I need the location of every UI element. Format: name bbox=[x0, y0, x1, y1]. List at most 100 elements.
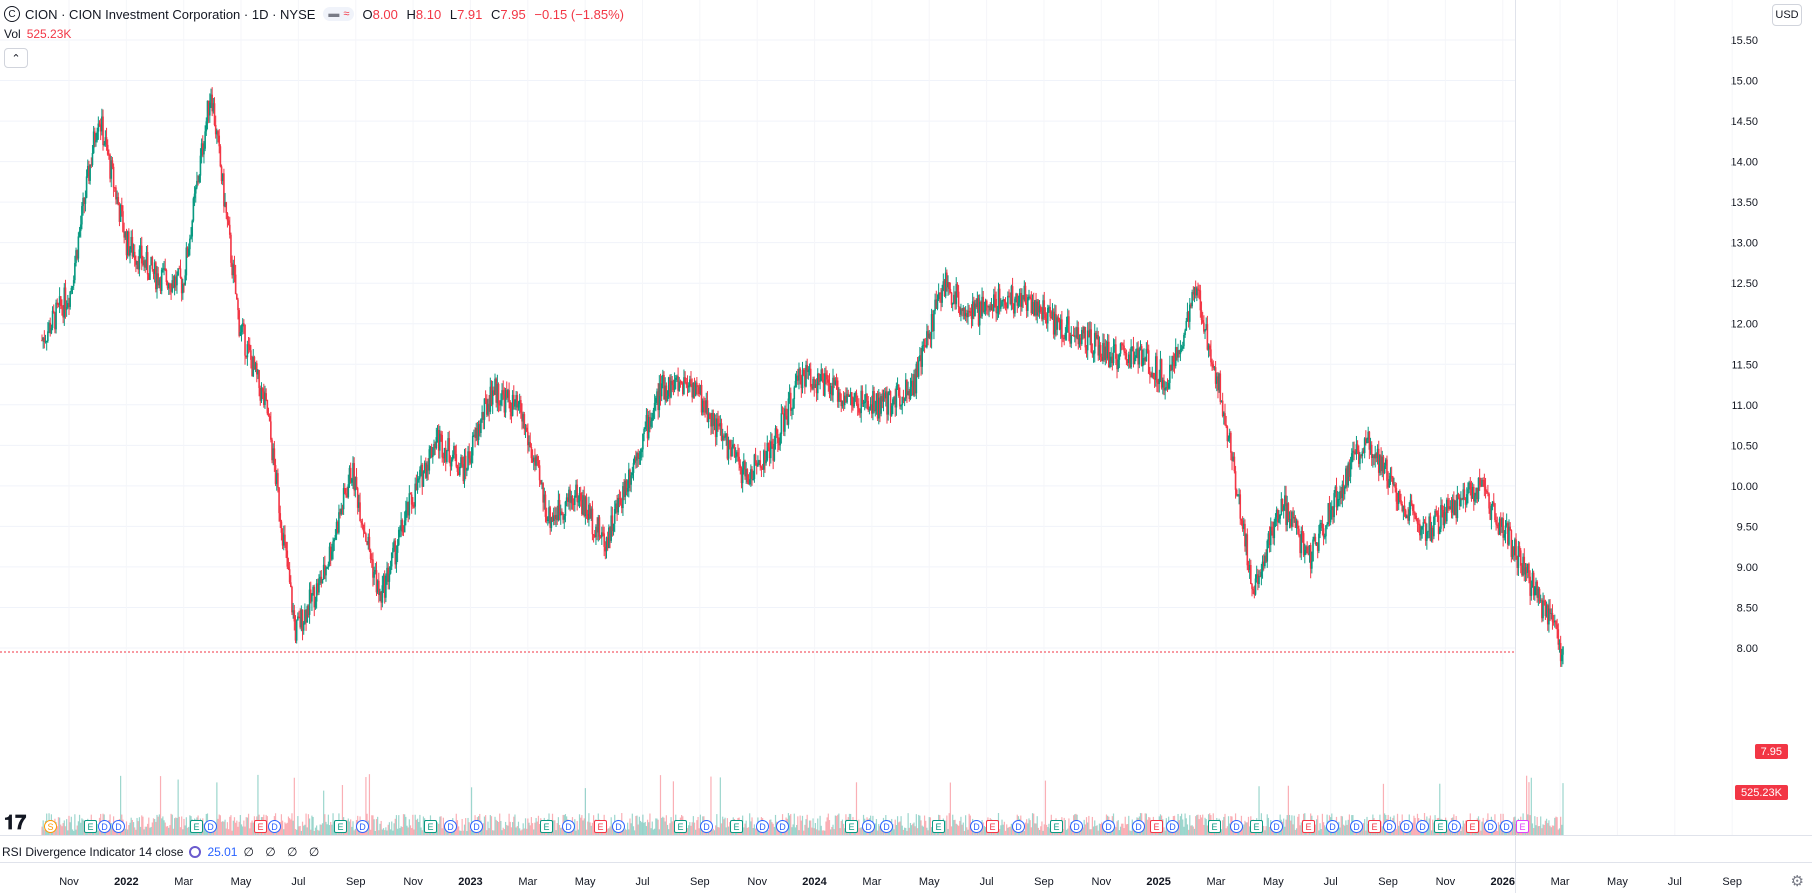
candle-body bbox=[1091, 352, 1094, 354]
dividend-event-icon[interactable]: D bbox=[970, 820, 983, 833]
candle-body bbox=[517, 403, 520, 408]
candle-body bbox=[1140, 346, 1143, 367]
dividend-event-icon[interactable]: D bbox=[1448, 820, 1461, 833]
dividend-event-icon[interactable]: D bbox=[98, 820, 111, 833]
candle-body bbox=[1462, 489, 1465, 500]
earnings-event-icon[interactable]: E bbox=[1368, 820, 1381, 833]
volume-bar bbox=[218, 814, 220, 835]
dividend-event-icon[interactable]: D bbox=[562, 820, 575, 833]
dividend-event-icon[interactable]: D bbox=[862, 820, 875, 833]
candle-body bbox=[566, 497, 569, 502]
candle-body bbox=[1416, 520, 1419, 524]
dividend-event-icon[interactable]: D bbox=[1012, 820, 1025, 833]
dividend-event-icon[interactable]: D bbox=[112, 820, 125, 833]
dividend-event-icon[interactable]: D bbox=[444, 820, 457, 833]
earnings-event-icon[interactable]: E bbox=[932, 820, 945, 833]
dividend-event-icon[interactable]: D bbox=[756, 820, 769, 833]
dividend-event-icon[interactable]: D bbox=[1484, 820, 1497, 833]
candle-body bbox=[698, 387, 701, 394]
volume-bar bbox=[1004, 830, 1007, 835]
dividend-event-icon[interactable]: D bbox=[612, 820, 625, 833]
split-event-icon[interactable]: S bbox=[44, 820, 57, 833]
legend-pill[interactable]: ▬ ≈ bbox=[323, 7, 355, 21]
dividend-event-icon[interactable]: D bbox=[1166, 820, 1179, 833]
dividend-event-icon[interactable]: D bbox=[1416, 820, 1429, 833]
dividend-event-icon[interactable]: D bbox=[204, 820, 217, 833]
candle-body bbox=[907, 391, 909, 395]
candle-body bbox=[1556, 624, 1558, 630]
dividend-event-icon[interactable]: D bbox=[880, 820, 893, 833]
candle-body bbox=[883, 393, 886, 399]
earnings-event-icon[interactable]: E bbox=[594, 820, 607, 833]
dividend-event-icon[interactable]: D bbox=[356, 820, 369, 833]
volume-bar bbox=[527, 818, 529, 835]
dividend-event-icon[interactable]: D bbox=[1132, 820, 1145, 833]
dividend-event-icon[interactable]: D bbox=[1102, 820, 1115, 833]
earnings-event-icon[interactable]: E bbox=[1050, 820, 1063, 833]
dividend-event-icon[interactable]: D bbox=[470, 820, 483, 833]
candle-body bbox=[642, 434, 644, 450]
settings-gear-icon[interactable]: ⚙ bbox=[1790, 873, 1804, 890]
candle-body bbox=[1221, 400, 1224, 417]
earnings-event-icon[interactable]: E bbox=[1208, 820, 1221, 833]
volume-bar bbox=[281, 820, 284, 835]
volume-bar bbox=[245, 817, 247, 835]
volume-bar bbox=[1128, 815, 1130, 835]
dividend-event-icon[interactable]: D bbox=[1230, 820, 1243, 833]
earnings-event-icon[interactable]: E bbox=[190, 820, 203, 833]
dividend-event-icon[interactable]: D bbox=[700, 820, 713, 833]
tradingview-logo-icon[interactable]: 𝟏𝟕 bbox=[4, 812, 27, 834]
dividend-event-icon[interactable]: D bbox=[268, 820, 281, 833]
volume-bar bbox=[528, 822, 530, 835]
earnings-event-icon[interactable]: E bbox=[1434, 820, 1447, 833]
currency-button[interactable]: USD bbox=[1772, 4, 1802, 26]
earnings-event-icon[interactable]: E bbox=[334, 820, 347, 833]
candle-body bbox=[95, 140, 97, 143]
earnings-event-icon[interactable]: E bbox=[1250, 820, 1263, 833]
earnings-event-icon[interactable]: E bbox=[1302, 820, 1315, 833]
candle-body bbox=[1407, 515, 1409, 521]
volume-bar bbox=[1193, 828, 1196, 835]
dividend-event-icon[interactable]: D bbox=[1270, 820, 1283, 833]
candle-body bbox=[1410, 500, 1413, 505]
volume-bar bbox=[970, 829, 973, 835]
dividend-event-icon[interactable]: D bbox=[776, 820, 789, 833]
earnings-event-icon[interactable]: E bbox=[1516, 820, 1529, 833]
collapse-legend-button[interactable]: ⌃ bbox=[4, 48, 28, 68]
volume-bar bbox=[770, 819, 772, 835]
earnings-event-icon[interactable]: E bbox=[730, 820, 743, 833]
earnings-event-icon[interactable]: E bbox=[84, 820, 97, 833]
dividend-event-icon[interactable]: D bbox=[1326, 820, 1339, 833]
dividend-event-icon[interactable]: D bbox=[1070, 820, 1083, 833]
candle-body bbox=[79, 224, 82, 232]
earnings-event-icon[interactable]: E bbox=[254, 820, 267, 833]
earnings-event-icon[interactable]: E bbox=[1466, 820, 1479, 833]
dividend-event-icon[interactable]: D bbox=[1500, 820, 1513, 833]
dividend-event-icon[interactable]: D bbox=[1350, 820, 1363, 833]
candle-body bbox=[914, 374, 916, 394]
earnings-event-icon[interactable]: E bbox=[674, 820, 687, 833]
candle-body bbox=[1521, 565, 1523, 576]
candle-body bbox=[947, 282, 949, 288]
rsi-label[interactable]: RSI Divergence Indicator 14 close bbox=[2, 845, 184, 859]
earnings-event-icon[interactable]: E bbox=[845, 820, 858, 833]
volume-bar bbox=[1189, 815, 1191, 835]
candle-body bbox=[1259, 575, 1262, 577]
earnings-event-icon[interactable]: E bbox=[986, 820, 999, 833]
earnings-event-icon[interactable]: E bbox=[424, 820, 437, 833]
dividend-event-icon[interactable]: D bbox=[1400, 820, 1413, 833]
candle-body bbox=[508, 390, 510, 402]
volume-bar bbox=[219, 815, 221, 835]
volume-bar bbox=[1145, 813, 1147, 835]
volume-bar bbox=[844, 828, 846, 835]
symbol-title[interactable]: CION · CION Investment Corporation · 1D … bbox=[25, 6, 316, 22]
candle-body bbox=[433, 444, 435, 456]
dividend-event-icon[interactable]: D bbox=[1383, 820, 1396, 833]
candle-body bbox=[1213, 367, 1216, 369]
candle-body bbox=[410, 494, 413, 505]
earnings-event-icon[interactable]: E bbox=[540, 820, 553, 833]
candle-body bbox=[1183, 334, 1185, 347]
candle-body bbox=[969, 311, 972, 313]
earnings-event-icon[interactable]: E bbox=[1150, 820, 1163, 833]
